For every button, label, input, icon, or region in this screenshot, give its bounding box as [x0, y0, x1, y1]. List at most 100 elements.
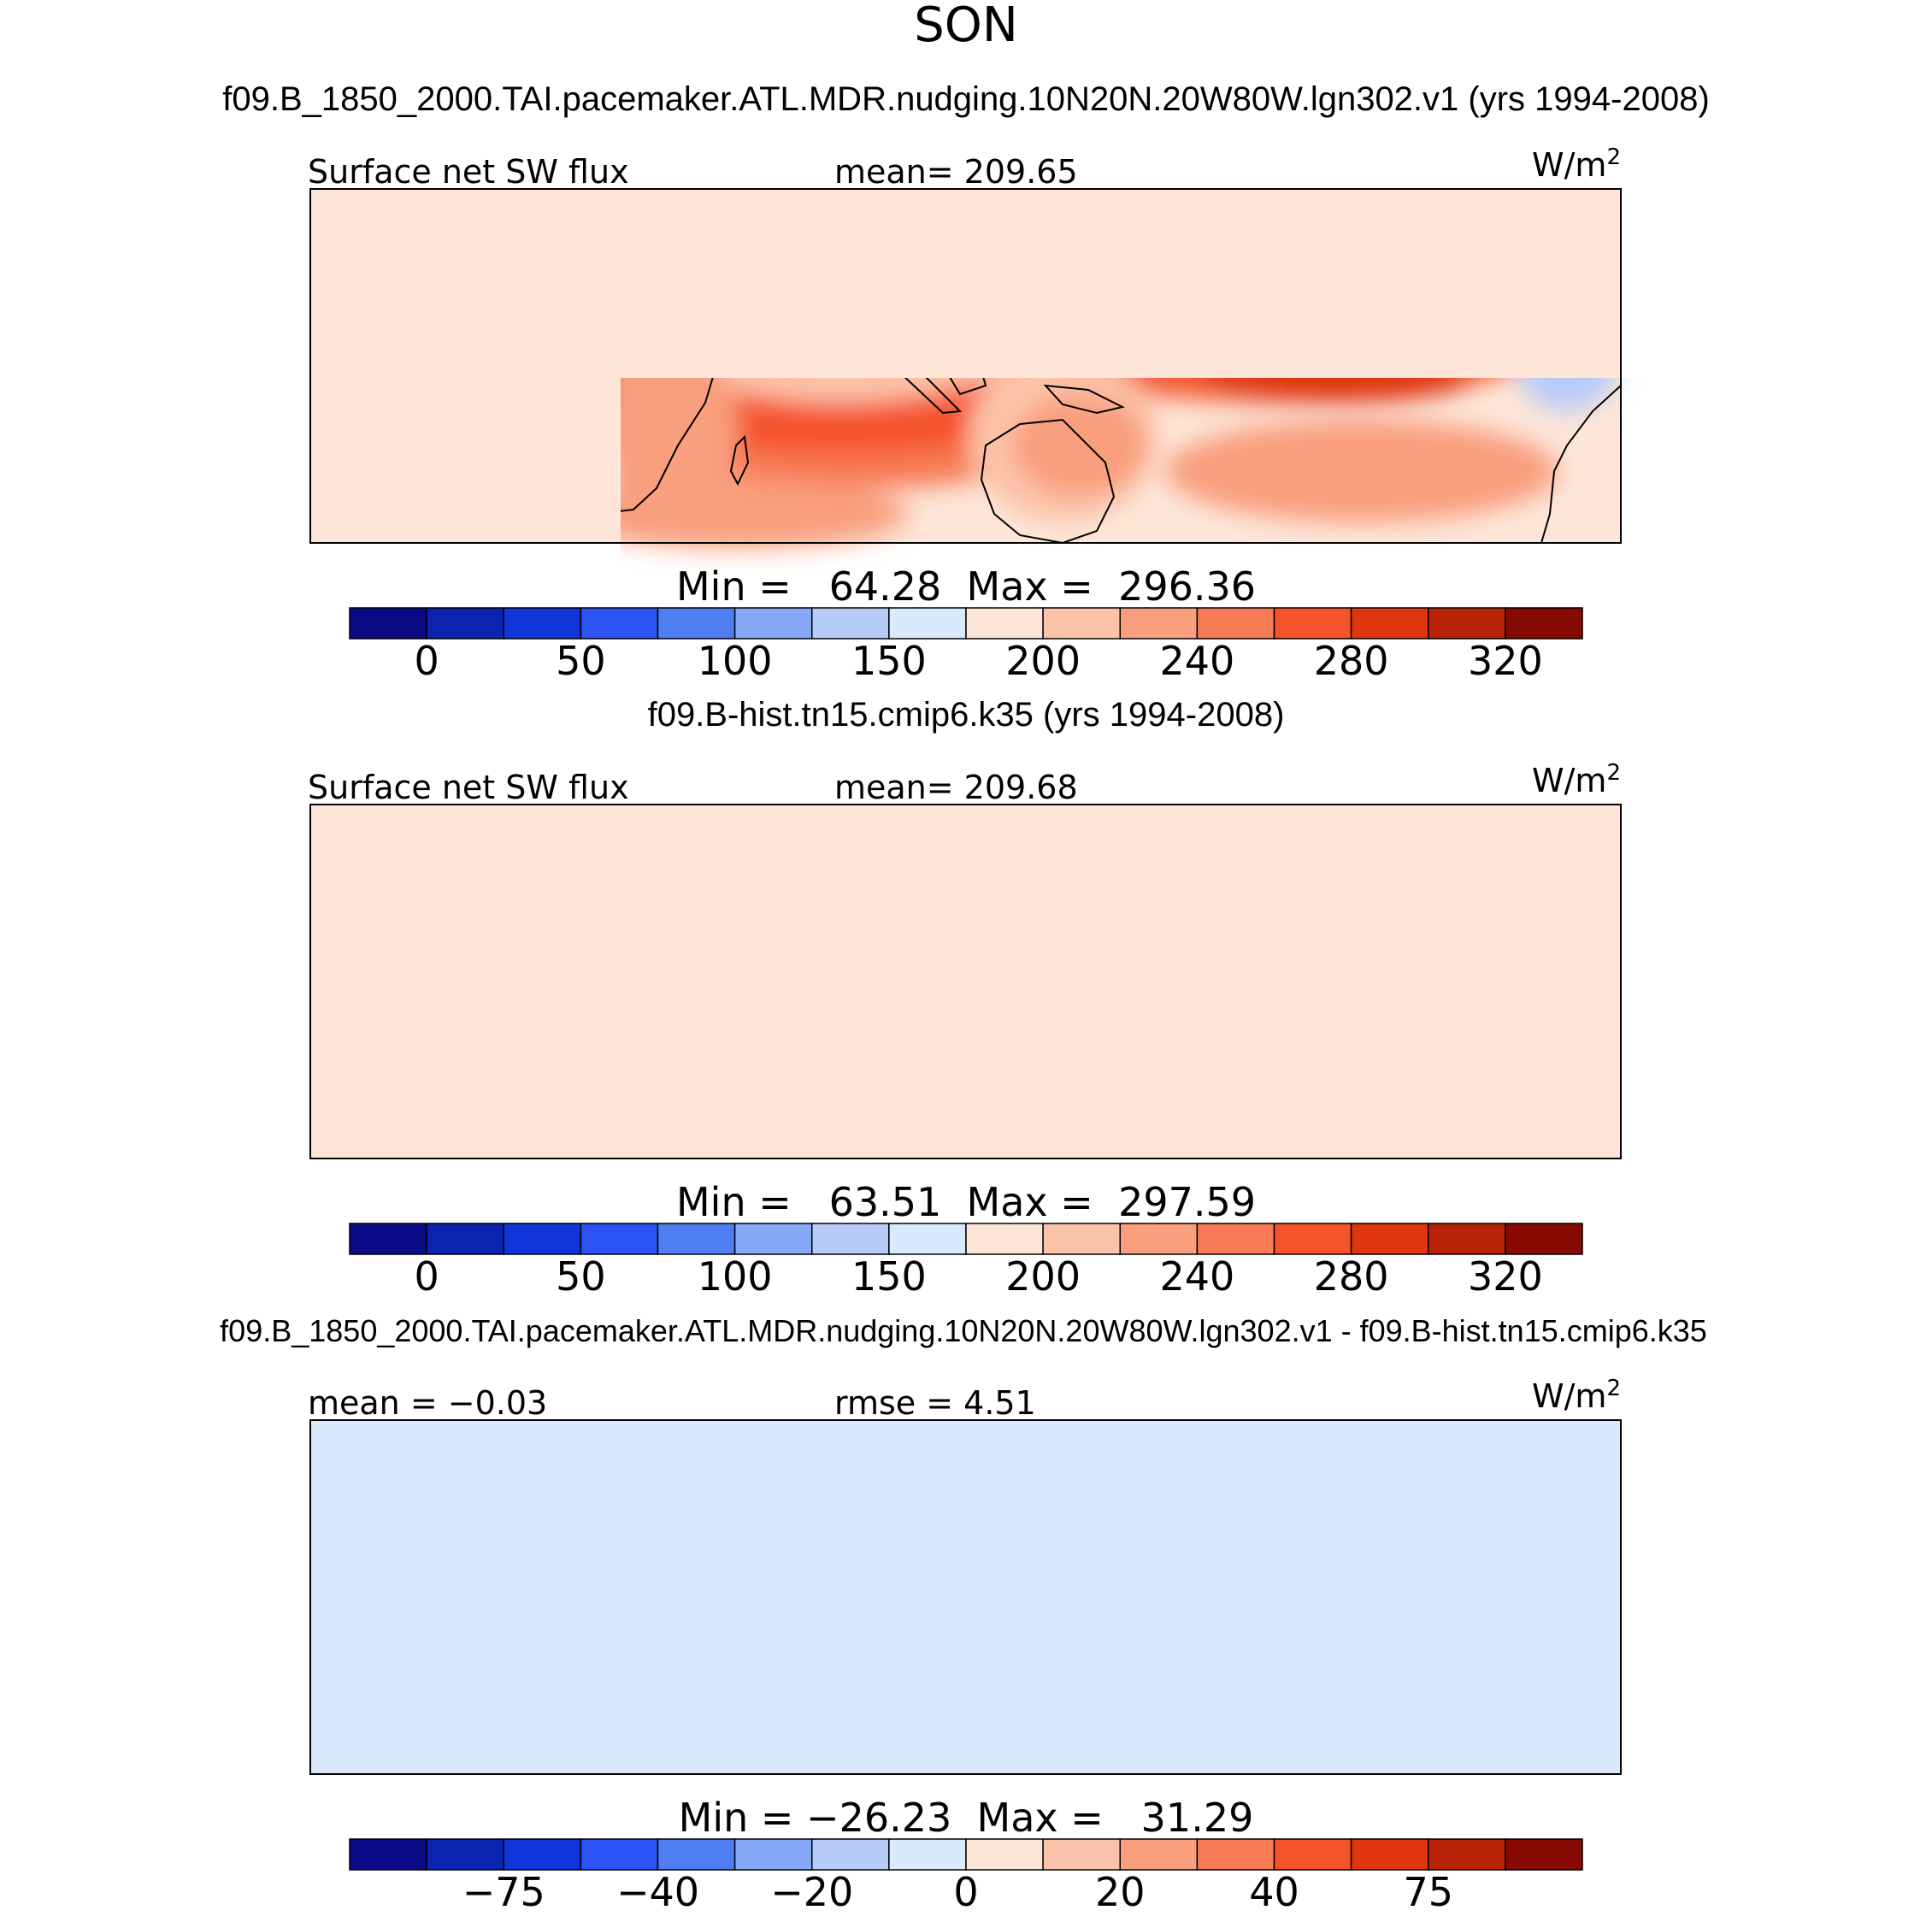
- panel-3: f09.B_1850_2000.TAI.pacemaker.ATL.MDR.nu…: [220, 1313, 1707, 1915]
- map: [309, 1419, 1622, 1775]
- field-blob: [1011, 394, 1148, 497]
- colorbar-tick-label: 280: [1314, 1253, 1389, 1300]
- coastline: [729, 434, 750, 486]
- stat-left: Surface net SW flux: [308, 769, 629, 806]
- colorbar-box: [657, 607, 736, 640]
- field-blob: [1165, 420, 1558, 522]
- map: [309, 188, 1622, 548]
- colorbar-tick-label: 280: [1314, 638, 1389, 684]
- field-blob: [621, 480, 909, 548]
- colorbar-box: [888, 1223, 967, 1255]
- coastline: [1540, 385, 1622, 544]
- colorbar: −75 −40 −20 0 20 40 75: [349, 1838, 1583, 1915]
- colorbar-tick-label: 150: [851, 1253, 927, 1300]
- colorbar-tick-label: 100: [698, 638, 773, 684]
- colorbar-box: [426, 1838, 505, 1871]
- colorbar-box: [1119, 1223, 1199, 1255]
- map-frame: [309, 188, 1622, 544]
- stat-left: Surface net SW flux: [308, 153, 629, 191]
- panel-title: f09.B_1850_2000.TAI.pacemaker.ATL.MDR.nu…: [222, 80, 1710, 118]
- colorbar-box: [733, 1223, 813, 1255]
- colorbar-tick-label: 0: [414, 1253, 439, 1300]
- units-label: W/m2: [1532, 760, 1621, 799]
- colorbar-box: [1119, 607, 1199, 640]
- coastline: [904, 378, 963, 415]
- colorbar-box: [580, 607, 659, 640]
- colorbar-tick-label: 150: [851, 638, 927, 684]
- field-blob: [1199, 378, 1473, 403]
- colorbar-box: [1119, 1838, 1199, 1871]
- colorbar-box: [1273, 1838, 1352, 1871]
- units-exponent: 2: [1606, 1376, 1621, 1401]
- colorbar-box: [657, 1838, 736, 1871]
- colorbar-tick-label: 320: [1468, 638, 1543, 684]
- colorbar-box: [426, 607, 505, 640]
- colorbar-box: [503, 1223, 582, 1255]
- stat-mid: mean= 209.65: [834, 153, 1078, 191]
- colorbar-box: [1428, 607, 1506, 640]
- colorbar-box: [1350, 1838, 1429, 1871]
- colorbar-tick-label: 40: [1249, 1869, 1299, 1915]
- colorbar-tick-label: −75: [462, 1869, 545, 1915]
- minmax-label: Min = −26.23 Max = 31.29: [679, 1795, 1254, 1841]
- colorbar-box: [965, 1223, 1044, 1255]
- colorbar-box: [1350, 607, 1429, 640]
- colorbar-box: [1273, 607, 1352, 640]
- minmax-label: Min = 63.51 Max = 297.59: [676, 1179, 1256, 1225]
- map-frame: [309, 804, 1622, 1159]
- colorbar-box: [1042, 1223, 1122, 1255]
- stat-left: mean = −0.03: [308, 1384, 547, 1422]
- colorbar-tick-label: 240: [1159, 638, 1234, 684]
- season-title: SON: [914, 0, 1018, 53]
- colorbar-box: [888, 1838, 967, 1871]
- field-layer: [621, 378, 1622, 548]
- colorbar-box: [888, 607, 967, 640]
- colorbar-tick-label: 200: [1005, 1253, 1081, 1300]
- colorbar-box: [1505, 607, 1583, 640]
- coastline: [621, 378, 714, 512]
- stat-mid: rmse = 4.51: [834, 1384, 1036, 1422]
- colorbar-box: [580, 1223, 659, 1255]
- colorbar-tick-label: 240: [1159, 1253, 1234, 1300]
- colorbar-box: [349, 607, 427, 640]
- units-base: W/m: [1532, 762, 1606, 799]
- colorbar-box: [733, 1838, 813, 1871]
- colorbar-box: [1428, 1223, 1506, 1255]
- units-base: W/m: [1532, 1377, 1606, 1415]
- map: [309, 804, 1622, 1159]
- colorbar-box: [1196, 1838, 1275, 1871]
- colorbar-box: [811, 607, 890, 640]
- colorbar-box: [1505, 1223, 1583, 1255]
- units-base: W/m: [1532, 146, 1606, 184]
- units-exponent: 2: [1606, 144, 1621, 170]
- colorbar-tick-label: 0: [953, 1869, 978, 1915]
- colorbar-tick-label: 200: [1005, 638, 1081, 684]
- field-blob: [1518, 378, 1616, 411]
- colorbar-tick-label: 50: [556, 1253, 606, 1300]
- colorbar-box: [657, 1223, 736, 1255]
- colorbar-box: [1505, 1838, 1583, 1871]
- colorbar-tick-label: 50: [556, 638, 606, 684]
- colorbar-tick-label: 0: [414, 638, 439, 684]
- stat-mid: mean= 209.68: [834, 769, 1078, 806]
- field-blobs: [621, 378, 1616, 548]
- colorbar-box: [1273, 1223, 1352, 1255]
- colorbar-tick-label: −20: [770, 1869, 853, 1915]
- colorbar-box: [733, 607, 813, 640]
- panel-title: f09.B_1850_2000.TAI.pacemaker.ATL.MDR.nu…: [220, 1313, 1707, 1348]
- colorbar-box: [1350, 1223, 1429, 1255]
- colorbar-box: [1196, 1223, 1275, 1255]
- colorbar-box: [580, 1838, 659, 1871]
- map-background: [310, 1420, 1621, 1774]
- colorbar-tick-label: −40: [616, 1869, 699, 1915]
- colorbar-box: [1196, 607, 1275, 640]
- colorbar-box: [965, 607, 1044, 640]
- panel-title: f09.B-hist.tn15.cmip6.k35 (yrs 1994-2008…: [648, 696, 1285, 734]
- colorbar-box: [426, 1223, 505, 1255]
- colorbar-box: [503, 607, 582, 640]
- coastlines: [621, 378, 1622, 545]
- units-exponent: 2: [1606, 760, 1621, 786]
- colorbar-box: [349, 1223, 427, 1255]
- colorbar-tick-label: 75: [1403, 1869, 1453, 1915]
- minmax-label: Min = 64.28 Max = 296.36: [676, 563, 1256, 610]
